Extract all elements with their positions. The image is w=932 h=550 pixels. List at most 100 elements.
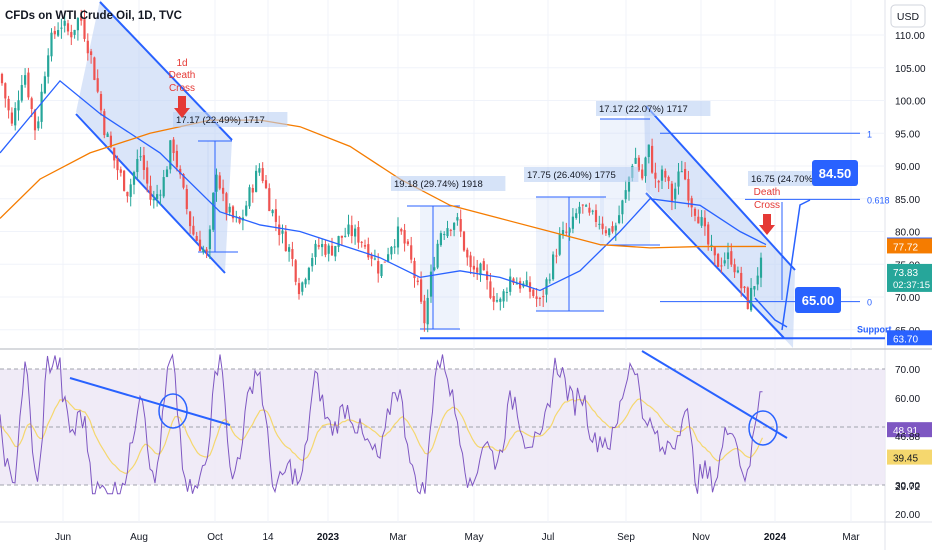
candle-body [555,255,558,257]
time-axis-tick: 14 [262,532,274,543]
candle-body [258,168,261,173]
candle-body [291,249,294,259]
candle-body [429,271,433,297]
candle-body [43,76,46,94]
red-arrow-icon [174,96,190,118]
candle-body [360,241,363,243]
time-axis-tick: Sep [617,532,635,543]
candle-body [492,296,495,302]
candle-body [651,145,654,173]
candle-body [367,244,370,258]
price-axis-tick: 90.00 [895,162,920,173]
red-arrow-icon [759,214,775,235]
measure-label-bg [596,101,711,116]
candle-body [578,206,581,214]
candle-body [99,94,103,111]
candle-body [499,298,502,302]
candle-body [255,170,258,192]
candle-body [159,194,162,196]
price-label-badge [887,238,932,254]
candle-body [703,217,706,227]
time-axis-tick: Nov [692,532,710,543]
candle-body [466,249,469,258]
candle-body [690,198,693,208]
candle-body [288,247,291,252]
time-axis-tick: 2023 [317,532,340,543]
candle-body [509,276,512,292]
candle-body [225,193,228,214]
price-axis-tick: 95.00 [895,129,920,140]
currency-button[interactable]: USD [897,11,920,23]
candle-body [746,287,749,309]
candle-body [756,275,759,285]
candle-body [387,254,390,262]
candle-body [60,27,63,29]
currency-button-frame[interactable] [890,4,926,28]
candle-body [393,246,396,248]
rsi-label-text: 48.91 [893,426,918,437]
candle-body [248,187,251,207]
candle-body [47,55,50,77]
candle-body [462,231,466,251]
candle-body [182,173,185,188]
candle-body [189,211,192,227]
candle-body [377,261,380,274]
candle-body [314,243,317,258]
candle-body [410,245,413,260]
candle-body [558,234,561,255]
measure-box [207,141,209,252]
candle-body [717,254,720,267]
rsi-axis-tick: 20.00 [895,510,920,521]
candle-body [604,230,607,234]
price-label-text: 73.83 [893,268,918,279]
measure-label: 16.75 (24.70%) 167 [751,174,834,185]
candle-body [420,279,423,302]
price-axis-tick: 100.00 [895,97,926,108]
price-label-text: 77.72 [893,242,918,253]
price-axis-tick: 80.00 [895,228,920,239]
time-axis-tick: Mar [389,532,407,543]
candle-body [63,20,66,26]
candle-body [439,233,442,246]
candle-body [743,286,746,289]
candle-body [647,144,650,158]
candle-body [198,239,202,251]
candle-body [330,245,334,256]
candle-body [400,229,403,232]
candle-body [76,18,79,31]
candle-body [146,167,149,184]
candle-body [575,213,578,218]
rsi-label-text: 29.72 [895,482,920,493]
candle-body [14,108,17,126]
candle-body [268,188,271,212]
candle-body [479,263,482,276]
time-axis-tick: Jun [55,532,71,543]
candle-body [469,255,472,268]
rsi-label-badge [887,449,932,465]
candle-body [20,85,23,101]
candle-body [568,228,571,233]
chart-title: CFDs on WTI Crude Oil, 1D, TVC [5,10,182,22]
candle-body [667,176,670,182]
candle-body [627,177,631,192]
measure-label: 17.17 (22.07%) 1717 [599,104,688,115]
candle-body [10,112,13,124]
candle-body [205,249,208,252]
candle-body [208,229,211,250]
time-axis-tick: Aug [130,532,148,543]
measure-label: 17.75 (26.40%) 1775 [527,170,616,181]
candle-body [136,158,139,173]
candle-body [152,198,155,201]
rsi-axis-tick: 60.00 [895,394,920,405]
candle-body [139,156,142,158]
candle-body [264,180,268,189]
death-cross-label: 1d [176,58,187,69]
candle-body [271,210,274,214]
candle-body [624,190,627,200]
candle-body [113,147,116,161]
candle-body [532,289,535,296]
candle-body [380,264,383,277]
channel-line [645,192,785,339]
candle-body [4,83,7,99]
